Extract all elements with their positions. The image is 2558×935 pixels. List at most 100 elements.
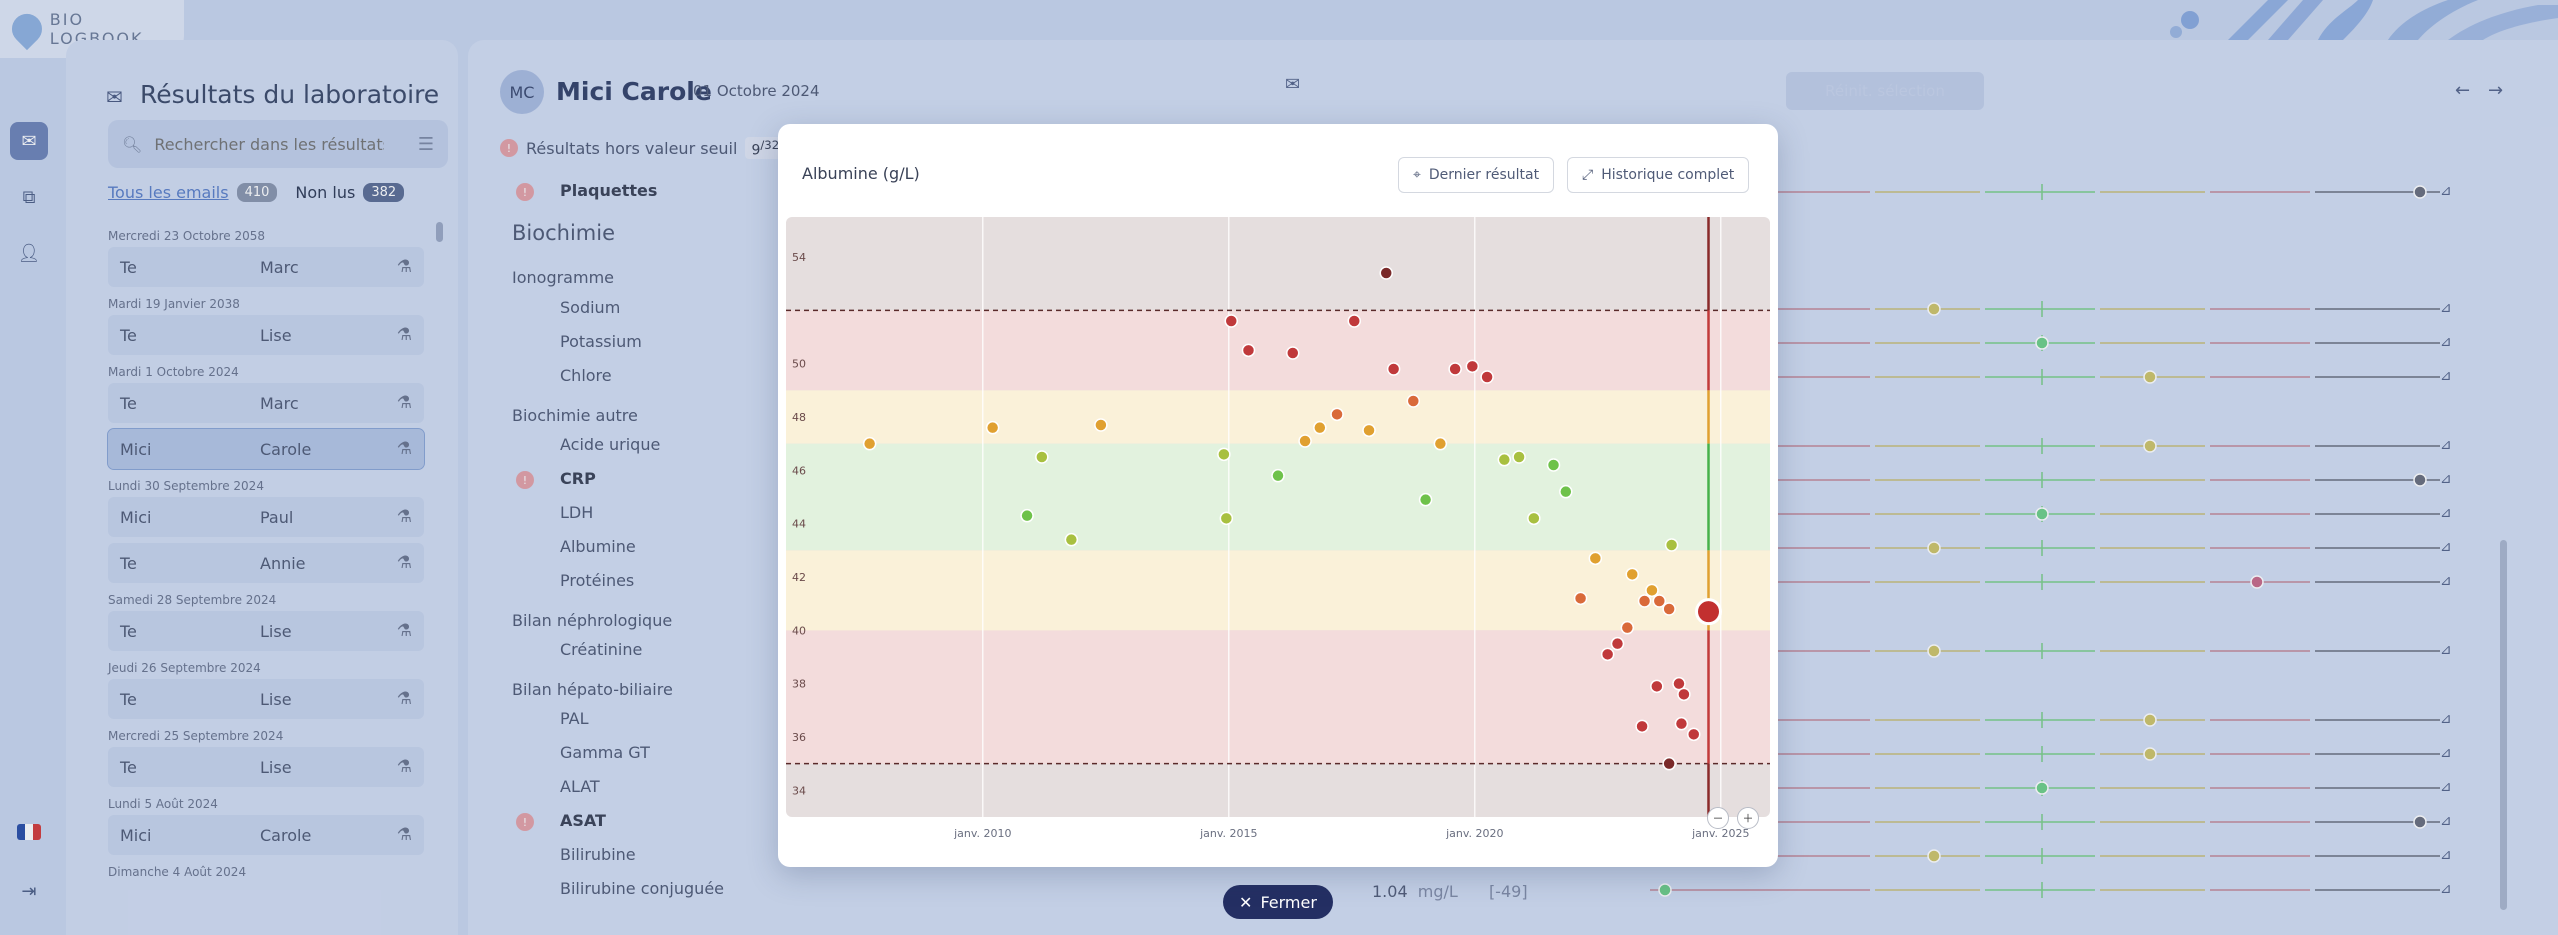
filter-icon[interactable]: ☰ (417, 133, 434, 155)
close-label: Fermer (1260, 892, 1317, 912)
tab-all-count: 410 (236, 183, 278, 202)
data-point (1677, 687, 1691, 702)
chart-icon[interactable]: ⊿ (2440, 368, 2452, 384)
email-row[interactable]: Te Annie ⚗ (108, 543, 424, 583)
chart-icon[interactable]: ⊿ (2440, 183, 2452, 199)
chart-icon[interactable]: ⊿ (2440, 300, 2452, 316)
analyte-name[interactable]: Albumine (560, 537, 636, 556)
group-ionogramme[interactable]: Ionogramme (512, 268, 614, 287)
report-date: 01 Octobre 2024 (693, 82, 820, 100)
email-row[interactable]: Mici Paul ⚗ (108, 497, 424, 537)
trend-bar[interactable] (1650, 436, 2440, 456)
trend-point (2250, 575, 2264, 589)
data-point (1219, 511, 1234, 526)
full-history-button[interactable]: ⤢ Historique complet (1567, 157, 1750, 193)
logout-icon[interactable]: ⇥ (21, 880, 37, 902)
analyte-name[interactable]: Chlore (560, 366, 612, 385)
email-row[interactable]: Te Lise ⚗ (108, 679, 424, 719)
chart-icon[interactable]: ⊿ (2440, 539, 2452, 555)
bottom-range: [-49] (1488, 882, 1528, 901)
analyte-name[interactable]: Bilirubine (560, 845, 636, 864)
analyte-name[interactable]: Protéines (560, 571, 635, 590)
data-point (1527, 511, 1541, 526)
reset-selection-button[interactable]: Réinit. sélection (1786, 72, 1984, 110)
search-box[interactable]: 🔍︎ ☰ (108, 120, 448, 168)
date-header: Lundi 5 Août 2024 (108, 797, 218, 811)
chart-icon[interactable]: ⊿ (2440, 505, 2452, 521)
analyte-name[interactable]: ALAT (560, 777, 600, 796)
trend-bar[interactable] (1650, 182, 2440, 202)
email-sender-second: Lise (260, 621, 292, 641)
y-tick-label: 40 (792, 624, 806, 637)
analyte-name[interactable]: ASAT (560, 811, 606, 830)
tab-unread[interactable]: Non lus (295, 183, 356, 202)
chart-icon[interactable]: ⊿ (2440, 573, 2452, 589)
mail-icon[interactable]: ✉ (10, 122, 48, 160)
zoom-out-icon[interactable]: － (1707, 807, 1729, 829)
analyte-name[interactable]: Potassium (560, 332, 642, 351)
chart-icon[interactable]: ⊿ (2440, 471, 2452, 487)
email-row[interactable]: Te Lise ⚗ (108, 315, 424, 355)
group-bilan-nephro[interactable]: Bilan néphrologique (512, 611, 673, 630)
data-point (1271, 468, 1285, 483)
analyte-name[interactable]: PAL (560, 709, 589, 728)
email-row[interactable]: Te Marc ⚗ (108, 247, 424, 287)
data-point (1386, 362, 1401, 376)
contacts-icon[interactable]: ⧉ (22, 186, 36, 208)
analyte-name[interactable]: Gamma GT (560, 743, 650, 762)
trend-point (2413, 185, 2427, 199)
group-biochimie-autre[interactable]: Biochimie autre (512, 406, 638, 425)
open-mail-icon[interactable]: ✉ (1285, 74, 1301, 95)
list-scrollbar[interactable] (436, 222, 443, 242)
albumine-chart[interactable]: 34 36 38 40 42 44 46 48 50 54 janv. 2010 janv. 2015… (786, 217, 1770, 842)
data-point (1020, 508, 1034, 523)
email-row[interactable]: Mici Carole ⚗ (107, 428, 425, 470)
data-point (1217, 447, 1231, 462)
analyte-name[interactable]: Acide urique (560, 435, 661, 454)
email-row[interactable]: Mici Carole ⚗ (108, 815, 424, 855)
last-result-button[interactable]: ⌖ Dernier résultat (1398, 157, 1555, 193)
zoom-in-icon[interactable]: ＋ (1737, 807, 1759, 829)
group-bilan-hepato[interactable]: Bilan hépato-biliaire (512, 680, 673, 699)
chart-icon[interactable]: ⊿ (2440, 745, 2452, 761)
chart-icon[interactable]: ⊿ (2440, 711, 2452, 727)
flag-fr-icon[interactable] (10, 813, 48, 851)
logo-drop-icon (5, 7, 49, 51)
email-sender-first: Te (120, 257, 137, 277)
email-list: Mercredi 23 Octobre 2058 Te Marc ⚗ Mardi 1… (107, 225, 425, 883)
search-input[interactable] (154, 134, 385, 154)
analyte-plaquettes[interactable]: Plaquettes (560, 181, 658, 200)
chart-icon[interactable]: ⊿ (2440, 779, 2452, 795)
chart-icon[interactable]: ⊿ (2440, 334, 2452, 350)
analyte-name[interactable]: Sodium (560, 298, 621, 317)
lab-flask-icon: ⚗ (396, 325, 412, 345)
close-button[interactable]: ✕ Fermer (1223, 885, 1333, 919)
analyte-name[interactable]: LDH (560, 503, 594, 522)
tab-all-emails[interactable]: Tous les emails (108, 183, 229, 202)
email-row[interactable]: Te Marc ⚗ (108, 383, 424, 423)
out-of-range-summary[interactable]: ! Résultats hors valeur seuil 9/32 (500, 134, 820, 162)
main-scrollbar[interactable] (2500, 540, 2507, 910)
chart-icon[interactable]: ⊿ (2440, 847, 2452, 863)
chart-icon[interactable]: ⊿ (2440, 437, 2452, 453)
email-row[interactable]: Te Lise ⚗ (108, 611, 424, 651)
email-row[interactable]: Te Lise ⚗ (108, 747, 424, 787)
chart-icon[interactable]: ⊿ (2440, 642, 2452, 658)
analyte-name[interactable]: Créatinine (560, 640, 643, 659)
data-point (1546, 458, 1561, 472)
email-sender-second: Carole (260, 825, 312, 845)
next-arrow-icon[interactable]: → (2488, 80, 2504, 101)
lab-flask-icon: ⚗ (396, 621, 412, 641)
user-icon[interactable]: 👤︎ (17, 242, 41, 264)
chart-icon[interactable]: ⊿ (2440, 813, 2452, 829)
analyte-name[interactable]: Bilirubine conjuguée (560, 879, 724, 898)
date-header: Lundi 30 Septembre 2024 (108, 479, 264, 493)
lab-flask-icon: ⚗ (396, 825, 412, 845)
data-point (1664, 538, 1679, 552)
data-point (1672, 676, 1686, 691)
prev-arrow-icon[interactable]: ← (2455, 80, 2471, 101)
chart-band-step (1548, 609, 1770, 631)
trend-bar[interactable] (1650, 880, 2440, 900)
chart-icon[interactable]: ⊿ (2440, 881, 2452, 897)
analyte-name[interactable]: CRP (560, 469, 596, 488)
